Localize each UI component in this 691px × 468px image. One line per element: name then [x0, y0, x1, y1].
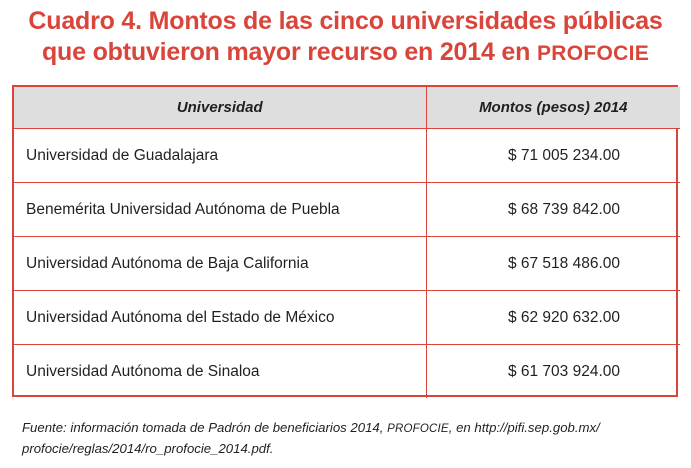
- title-line-1: Cuadro 4. Montos de las cinco universida…: [28, 7, 663, 35]
- header-amount: Montos (pesos) 2014: [425, 87, 680, 129]
- source-note: Fuente: información tomada de Padrón de …: [22, 418, 682, 458]
- amount-value: $ 71 005 234.00: [425, 128, 680, 183]
- table-row: Universidad Autónoma de Baja California …: [14, 236, 680, 291]
- source-text-b: , en http://pifi.sep.gob.mx/: [448, 420, 600, 435]
- title-line-2-text: que obtuvieron mayor recurso en 2014 en: [41, 38, 537, 66]
- source-program-name: PROFOCIE: [387, 423, 449, 435]
- title-line-2: que obtuvieron mayor recurso en 2014 en …: [0, 37, 691, 69]
- table-row: Universidad Autónoma del Estado de Méxic…: [14, 290, 680, 345]
- amount-value: $ 67 518 486.00: [425, 236, 680, 291]
- university-name: Benemérita Universidad Autónoma de Puebl…: [14, 182, 427, 237]
- title-program-name: PROFOCIE: [536, 42, 650, 65]
- source-text-a: Fuente: información tomada de Padrón de …: [22, 420, 388, 435]
- table-row: Universidad Autónoma de Sinaloa $ 61 703…: [14, 344, 680, 398]
- header-university: Universidad: [14, 87, 427, 129]
- amount-value: $ 62 920 632.00: [425, 290, 680, 345]
- university-name: Universidad Autónoma de Sinaloa: [14, 344, 427, 398]
- table-title: Cuadro 4. Montos de las cinco universida…: [0, 6, 691, 69]
- header-row: Universidad Montos (pesos) 2014: [14, 87, 680, 129]
- amount-value: $ 68 739 842.00: [425, 182, 680, 237]
- university-name: Universidad Autónoma del Estado de Méxic…: [14, 290, 427, 345]
- amount-value: $ 61 703 924.00: [425, 344, 680, 398]
- universities-table: Universidad Montos (pesos) 2014 Universi…: [12, 85, 680, 398]
- university-name: Universidad Autónoma de Baja California: [14, 236, 427, 291]
- source-line-1: Fuente: información tomada de Padrón de …: [22, 418, 682, 439]
- data-table: Universidad Montos (pesos) 2014 Universi…: [14, 87, 680, 398]
- university-name: Universidad de Guadalajara: [14, 128, 427, 183]
- source-line-2: profocie/reglas/2014/ro_profocie_2014.pd…: [22, 441, 274, 456]
- table-row: Benemérita Universidad Autónoma de Puebl…: [14, 182, 680, 237]
- table-row: Universidad de Guadalajara $ 71 005 234.…: [14, 128, 680, 183]
